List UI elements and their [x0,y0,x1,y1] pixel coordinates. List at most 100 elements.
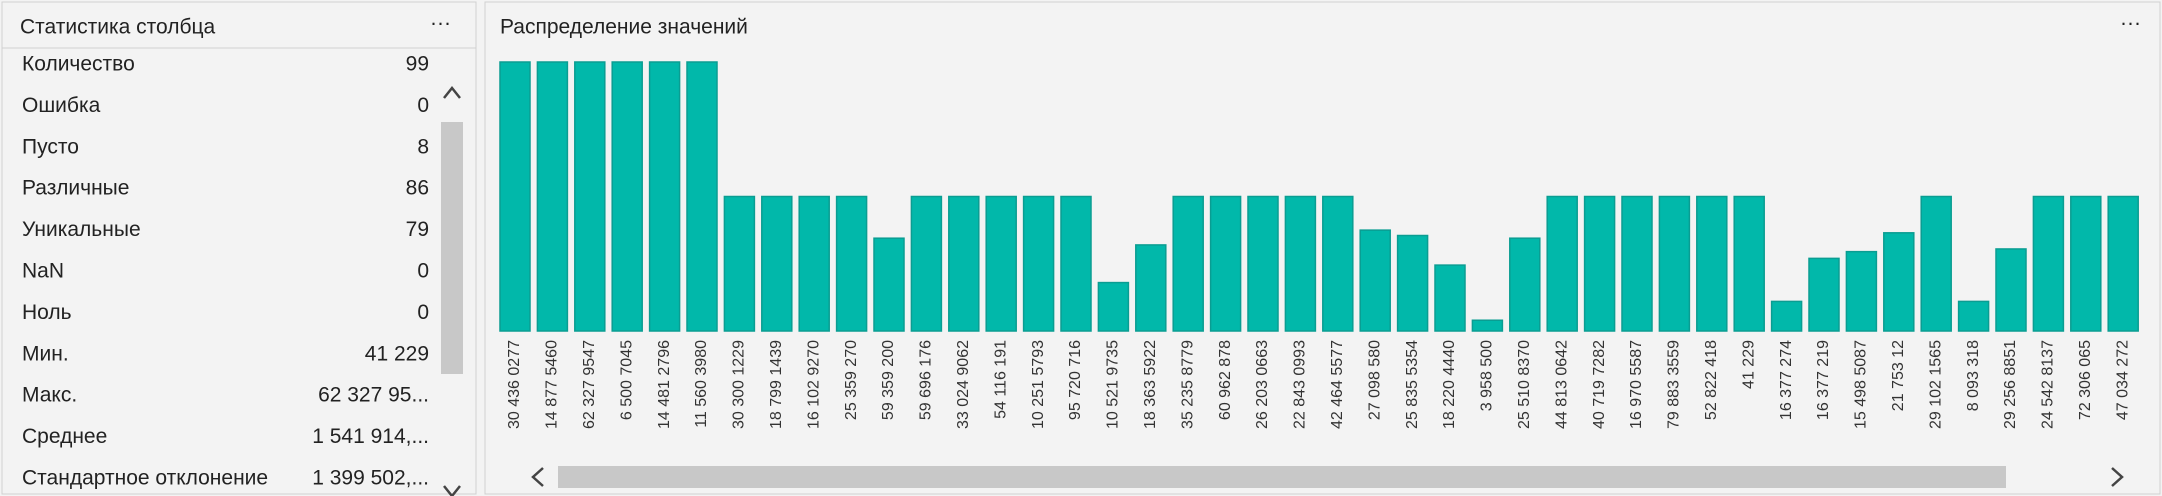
stat-value: 0 [417,301,429,324]
x-tick-label: 16 377 274 [1778,340,1795,420]
x-tick-label: 14 481 2796 [656,340,673,429]
bar [686,61,718,332]
x-tick-label: 62 327 9547 [581,340,598,429]
stat-value: 62 327 95... [318,384,429,407]
x-tick-label: 72 306 065 [2077,340,2094,420]
x-tick-label: 25 359 270 [843,340,860,420]
stat-label: Пусто [22,135,79,158]
stat-value: 1 541 914,... [312,425,429,448]
bar [723,195,756,332]
bar [499,61,531,332]
bar [1845,250,1878,332]
stat-label: Ноль [22,301,72,324]
bar [1658,195,1691,332]
bar [1808,257,1840,332]
stat-label: Различные [22,177,129,200]
scroll-left[interactable] [531,467,544,487]
bar [1957,300,1990,332]
bar [1284,195,1317,332]
more-menu[interactable]: ··· [430,12,451,35]
x-tick-label: 95 720 716 [1067,340,1084,420]
bar [1621,195,1653,332]
x-tick-label: 18 799 1439 [768,340,785,429]
stat-label: Стандартное отклонение [22,467,268,490]
scroll-up[interactable] [443,85,461,99]
x-tick-label: 47 034 272 [2114,340,2131,420]
x-tick-label: 29 256 8851 [2002,340,2019,429]
x-tick-label: 33 024 9062 [955,340,972,429]
x-tick-label: 41 229 [1740,340,1757,389]
bar [1172,195,1204,332]
bar [835,195,868,332]
x-tick-label: 3 958 500 [1479,340,1496,411]
stat-value: 0 [417,94,429,117]
x-tick-label: 59 696 176 [918,340,935,420]
stat-label: Мин. [22,342,69,365]
bar [1359,229,1391,332]
x-tick-label: 21 753 12 [1890,340,1907,411]
bar [1471,319,1504,332]
x-tick-label: 35 235 8779 [1179,340,1196,429]
stats-title: Статистика столбца [20,16,216,39]
x-tick-label: 24 542 8137 [2040,340,2057,429]
bar [1060,195,1092,332]
bar [761,195,793,332]
bar [1097,281,1130,332]
bar [1770,300,1803,332]
x-tick-label: 30 300 1229 [731,340,748,429]
bar [1995,248,2027,332]
bar [2070,195,2102,332]
x-tick-label: 44 813 0642 [1553,340,1570,429]
x-tick-label: 8 093 318 [1965,340,1982,411]
bar [1583,195,1616,332]
scroll-down[interactable] [443,485,461,496]
bar [798,195,830,332]
x-tick-label: 15 498 5087 [1853,340,1870,429]
x-tick-label: 60 962 878 [1217,340,1234,420]
x-tick-label: 26 203 0663 [1254,340,1271,429]
x-tick-label: 25 835 5354 [1404,340,1421,429]
x-tick-label: 30 436 0277 [506,340,523,429]
x-tick-label: 10 521 9735 [1105,340,1122,429]
chart-title: Распределение значений [500,16,748,39]
stats-panel [1,1,477,495]
stat-label: Ошибка [22,94,101,117]
stat-label: Уникальные [22,218,141,241]
bar [1696,195,1728,332]
x-tick-label: 18 220 4440 [1441,340,1458,429]
bar [1209,195,1242,332]
vertical-scrollbar-thumb[interactable] [441,122,463,374]
x-tick-label: 18 363 5922 [1142,340,1159,429]
x-tick-label: 52 822 418 [1703,340,1720,420]
bar [536,61,569,332]
bar [1883,232,1915,332]
x-tick-label: 22 843 0993 [1292,340,1309,429]
x-tick-label: 42 464 5577 [1329,340,1346,429]
bar [948,195,980,332]
stat-label: NaN [22,260,64,283]
bar [1135,244,1167,332]
stat-label: Количество [22,53,135,76]
scroll-right[interactable] [2111,467,2124,487]
bar [910,195,943,332]
x-tick-label: 59 359 200 [880,340,897,420]
stat-value: 0 [417,260,429,283]
bar [1396,234,1429,332]
x-tick-label: 14 877 5460 [544,340,561,429]
more-menu[interactable]: ··· [2120,12,2141,35]
stat-value: 41 229 [365,342,429,365]
horizontal-scrollbar-thumb[interactable] [558,466,2006,488]
x-tick-label: 29 102 1565 [1927,340,1944,429]
bar [1920,195,1952,332]
bar [1434,264,1466,332]
x-tick-label: 16 377 219 [1815,340,1832,420]
bar [574,61,606,332]
x-tick-label: 40 719 7282 [1591,340,1608,429]
x-tick-label: 54 116 191 [992,340,1009,419]
stat-label: Среднее [22,425,107,448]
bar [2107,195,2139,332]
bar [2032,195,2065,332]
bar [1022,195,1055,332]
